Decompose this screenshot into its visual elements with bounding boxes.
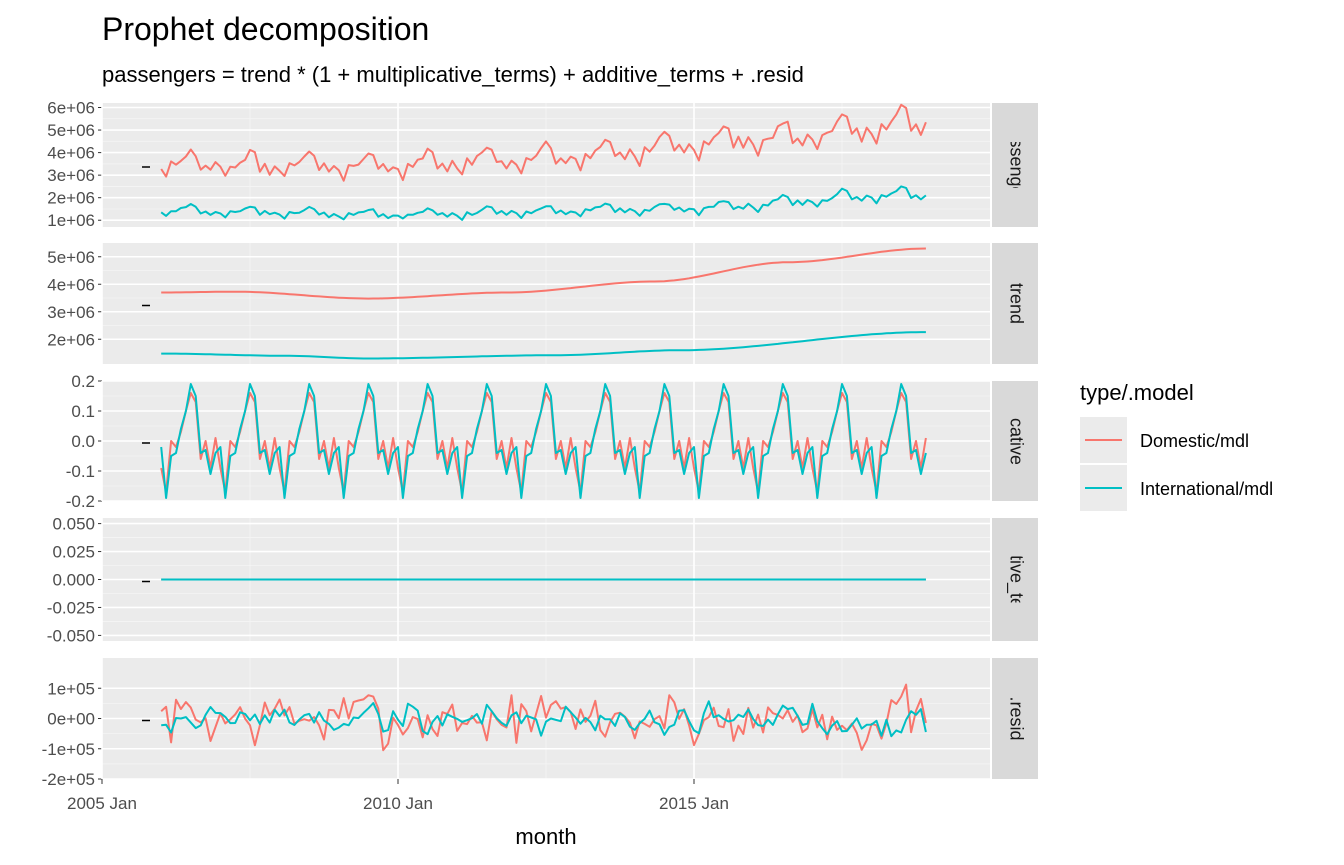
x-tick-label: 2005 Jan: [67, 794, 137, 813]
chart-subtitle: passengers = trend * (1 + multiplicative…: [102, 62, 804, 87]
y-tick-label: 3e+06: [47, 166, 95, 185]
y-tick-label: 5e+06: [47, 248, 95, 267]
y-tick-label: 0.050: [52, 515, 95, 534]
y-tick-label: 0.2: [71, 372, 95, 391]
panels: 1e+06 2e+06 3e+06 4e+06 5e+06 6e+06 passengers…: [42, 99, 1038, 789]
legend-label: International/mdl: [1140, 479, 1273, 499]
y-tick-label: 0e+00: [47, 710, 95, 729]
x-axis: 2005 Jan 2010 Jan 2015 Jan: [67, 779, 729, 813]
y-tick-label: -0.1: [66, 462, 95, 481]
x-axis-title: month: [515, 824, 576, 849]
series-line-international-mdl: [160, 185, 927, 221]
facet-strip-label: trend: [1006, 283, 1026, 324]
y-tick-label: 1e+05: [47, 679, 95, 698]
x-tick-label: 2010 Jan: [363, 794, 433, 813]
legend-title: type/.model: [1080, 380, 1194, 405]
y-tick-label: -0.025: [47, 598, 95, 617]
y-tick-label: -1e+05: [42, 740, 95, 759]
y-tick-label: -0.2: [66, 492, 95, 511]
panel-4: -2e+05 -1e+05 0e+00 1e+05 .resid: [42, 658, 1038, 789]
panel-3: -0.050 -0.025 0.000 0.025 0.050 additive_term…: [47, 515, 1038, 645]
y-tick-label: 2e+06: [47, 330, 95, 349]
y-tick-label: 0.1: [71, 402, 95, 421]
series-line-international-mdl: [160, 383, 927, 499]
series-line-international-mdl: [161, 331, 926, 360]
facet-strip: [992, 103, 1038, 227]
y-tick-label: 6e+06: [47, 99, 95, 118]
y-tick-label: 4e+06: [47, 144, 95, 163]
panel-1: 2e+06 3e+06 4e+06 5e+06 trend: [47, 243, 1038, 364]
chart-title: Prophet decomposition: [102, 11, 429, 47]
facet-strip-label: additive_terms: [1005, 521, 1026, 638]
facet-strip: [992, 381, 1038, 501]
y-tick-label: 4e+06: [47, 275, 95, 294]
facet-strip-label: multiplicative_terms: [1005, 362, 1026, 520]
y-tick-label: 0.025: [52, 543, 95, 562]
series-line-domestic-mdl: [160, 103, 927, 182]
facet-strip-label: .resid: [1006, 696, 1026, 740]
legend: type/.model Domestic/mdl International/md…: [1080, 380, 1273, 511]
facet-strip: [992, 658, 1038, 779]
legend-label: Domestic/mdl: [1140, 431, 1249, 451]
panel-0: 1e+06 2e+06 3e+06 4e+06 5e+06 6e+06 passengers: [47, 99, 1038, 230]
y-tick-label: -2e+05: [42, 770, 95, 789]
panel-2: -0.2 -0.1 0.0 0.1 0.2 multiplicative_terms: [66, 362, 1038, 520]
y-tick-label: 2e+06: [47, 189, 95, 208]
y-tick-label: 0.0: [71, 432, 95, 451]
facet-strip: [992, 243, 1038, 364]
y-tick-label: 5e+06: [47, 121, 95, 140]
y-tick-label: -0.050: [47, 626, 95, 645]
y-tick-label: 0.000: [52, 571, 95, 590]
x-tick-label: 2015 Jan: [659, 794, 729, 813]
facet-strip-label: passengers: [1006, 118, 1026, 211]
series-line-domestic-mdl: [161, 247, 926, 300]
facet-strip: [992, 518, 1038, 641]
series-line-international-mdl: [161, 700, 927, 738]
y-tick-label: 1e+06: [47, 211, 95, 230]
y-tick-label: 3e+06: [47, 303, 95, 322]
